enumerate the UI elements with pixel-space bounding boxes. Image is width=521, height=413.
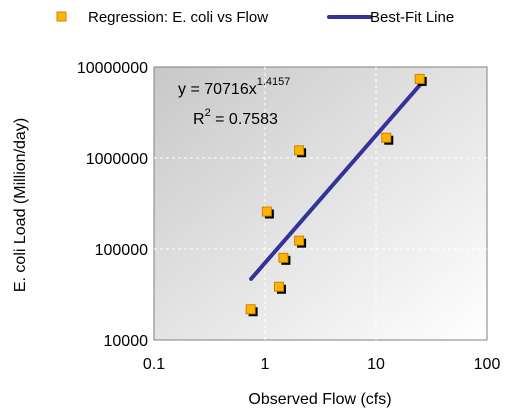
svg-text:y = 70716x1.4157: y = 70716x1.4157 [178,76,290,98]
scatter-points [245,73,427,317]
best-fit-line-layer [249,82,423,281]
y-tick-label: 1000000 [86,151,148,168]
data-point-marker [294,145,305,156]
tick-labels: 0.1 1 10 100 10000 100000 1000000 10000000 [77,60,501,373]
legend-marker-swatch [56,11,67,22]
equation-base: y = 70716x [178,81,257,98]
data-point [261,206,274,219]
data-point [414,73,427,86]
grid [154,67,487,340]
legend: Regression: E. coli vs Flow Best-Fit Lin… [56,9,454,26]
data-point [278,252,291,265]
data-point-marker [261,206,272,217]
x-tick-label: 0.1 [143,356,165,373]
y-tick-label: 100000 [95,242,148,259]
y-tick-label: 10000000 [77,60,148,77]
data-point-marker [278,252,289,263]
y-axis-title: E. coli Load (Million/day) [12,118,29,292]
svg-text:R2 = 0.7583: R2 = 0.7583 [193,107,278,128]
best-fit-line [249,82,423,281]
equation-exponent: 1.4157 [257,76,291,88]
data-point-marker [245,304,256,315]
data-point-marker [381,132,392,143]
x-tick-label: 100 [474,356,501,373]
y-tick-label: 10000 [104,333,149,350]
regression-equation: y = 70716x1.4157 R2 = 0.7583 [178,76,290,128]
data-point-marker [294,235,305,246]
data-point-marker [414,73,425,84]
data-point [245,304,258,317]
data-point [294,235,307,248]
legend-label-scatter: Regression: E. coli vs Flow [88,9,268,26]
x-tick-label: 1 [261,356,270,373]
data-point [273,281,286,294]
data-point [294,145,307,158]
data-point-marker [273,281,284,292]
r2-sup: 2 [205,107,211,119]
x-tick-label: 10 [367,356,385,373]
x-axis-title: Observed Flow (cfs) [248,391,391,408]
legend-label-line: Best-Fit Line [370,9,454,26]
data-point [381,132,394,145]
r2-base: R [193,111,205,128]
r2-value: = 0.7583 [211,111,278,128]
plot-area [153,66,488,341]
